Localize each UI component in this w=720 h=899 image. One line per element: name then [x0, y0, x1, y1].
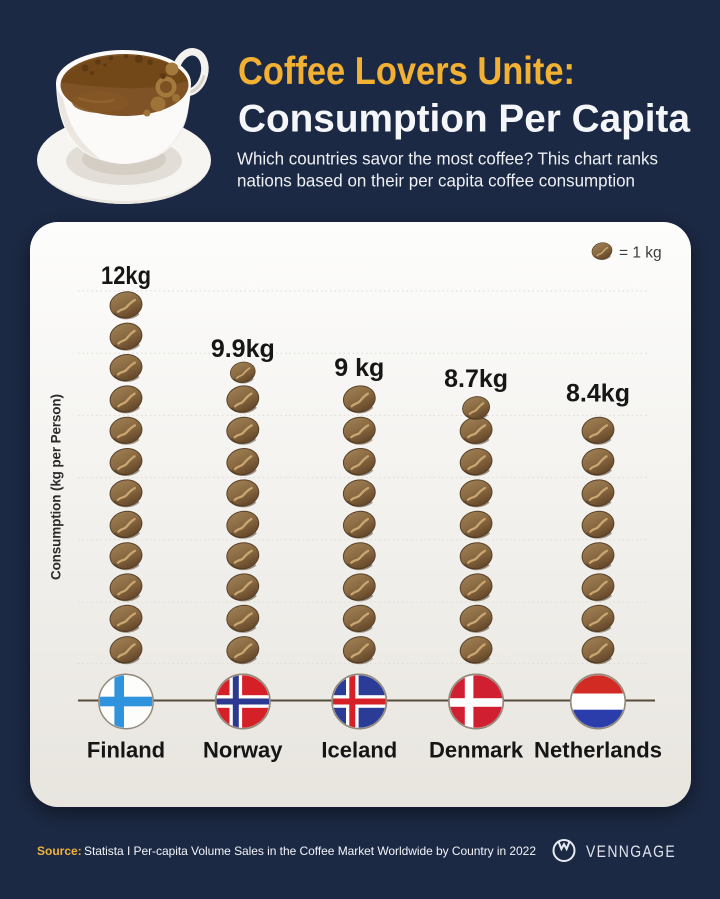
svg-text:Netherlands: Netherlands [534, 738, 662, 763]
svg-text:Coffee Lovers Unite:: Coffee Lovers Unite: [238, 50, 575, 93]
svg-text:8.7kg: 8.7kg [444, 365, 508, 393]
svg-text:Statista I Per-capita Volume S: Statista I Per-capita Volume Sales in th… [84, 844, 536, 858]
svg-text:Consumption (kg per Person): Consumption (kg per Person) [49, 394, 64, 580]
svg-text:nations based on their per cap: nations based on their per capita coffee… [237, 170, 635, 190]
svg-text:9.9kg: 9.9kg [211, 335, 275, 363]
svg-text:= 1 kg: = 1 kg [619, 245, 662, 262]
svg-text:9 kg: 9 kg [334, 354, 384, 382]
svg-text:Denmark: Denmark [429, 738, 524, 763]
svg-text:Source:: Source: [37, 844, 82, 858]
svg-text:Which countries savor the most: Which countries savor the most coffee? T… [237, 149, 658, 169]
svg-text:Norway: Norway [203, 738, 283, 763]
svg-text:8.4kg: 8.4kg [566, 380, 630, 408]
svg-text:Finland: Finland [87, 738, 165, 763]
svg-text:VENNGAGE: VENNGAGE [586, 843, 676, 861]
svg-text:12kg: 12kg [101, 262, 151, 290]
svg-text:Consumption Per Capita: Consumption Per Capita [238, 98, 690, 141]
svg-text:Iceland: Iceland [321, 738, 397, 763]
